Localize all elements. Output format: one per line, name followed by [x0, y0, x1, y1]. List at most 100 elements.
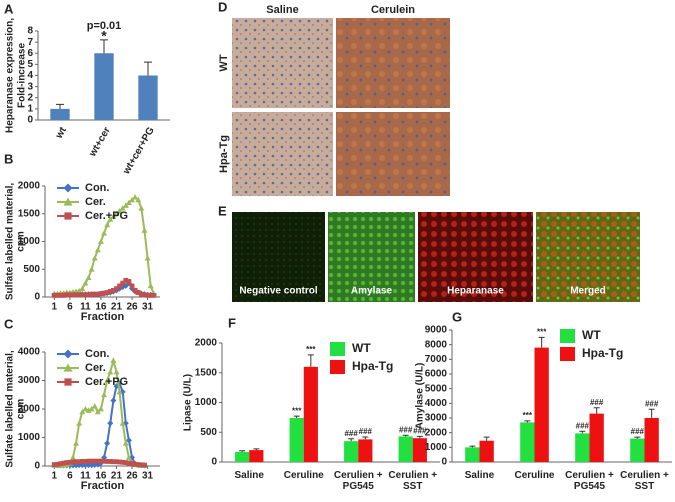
bar — [289, 417, 304, 462]
y-axis-title: Heparanase expression, — [5, 18, 16, 133]
legend-label: Hpa-Tg — [352, 359, 393, 373]
legend-label: Cer.+PG — [85, 210, 128, 222]
marker — [79, 285, 86, 292]
bar — [520, 422, 535, 462]
annotation: ### — [645, 399, 659, 408]
y-axis-title: cpm — [16, 231, 27, 252]
row-label: Hpa-Tg — [218, 135, 230, 173]
x-tick-label: Saline — [234, 470, 264, 481]
x-tick-label: 1 — [52, 302, 58, 313]
error-bar — [100, 39, 108, 54]
marker — [138, 205, 145, 211]
x-tick-label: 11 — [80, 471, 91, 482]
marker — [129, 196, 136, 203]
y-tick-label: 1000 — [195, 397, 218, 408]
error-bar — [253, 448, 260, 451]
micrograph — [418, 212, 533, 302]
image-label: Merged — [570, 286, 606, 297]
y-tick-label: 5000 — [425, 383, 448, 394]
legend-marker — [63, 183, 73, 193]
error-bar — [634, 436, 641, 439]
y-axis-title: cpm — [16, 399, 27, 420]
x-tick-label: 6 — [67, 471, 73, 482]
x-axis-title: Fraction — [81, 480, 125, 492]
y-tick-label: 3 — [27, 81, 33, 92]
x-tick-label: 26 — [126, 302, 138, 313]
error-bar — [362, 436, 369, 440]
marker — [119, 205, 126, 211]
bar — [465, 447, 480, 462]
x-tick-label: 21 — [111, 471, 123, 482]
image-label: Negative control — [239, 286, 318, 297]
y-tick-label: 4000 — [425, 398, 448, 409]
bar — [303, 366, 318, 462]
significance: * — [101, 28, 107, 44]
x-tick-label: 31 — [142, 302, 154, 313]
marker — [97, 238, 104, 244]
error-bar — [483, 436, 490, 441]
panel-label: F — [228, 315, 236, 330]
legend-marker — [63, 197, 73, 206]
x-tick-label: wt — [53, 125, 69, 142]
marker — [126, 279, 132, 284]
legend-label: Cer. — [85, 196, 106, 208]
y-tick-label: 4000 — [18, 347, 41, 358]
y-tick-label: 0 — [34, 292, 40, 303]
micrograph — [232, 212, 325, 302]
annotation: *** — [523, 411, 533, 420]
x-tick-label: wt+cer — [87, 125, 113, 159]
marker — [97, 406, 104, 412]
marker — [107, 420, 114, 427]
x-tick-label: Saline — [464, 470, 495, 481]
micrograph — [536, 212, 640, 302]
annotation: ### — [359, 427, 373, 436]
annotation: ### — [413, 427, 427, 436]
y-tick-label: 2000 — [195, 338, 218, 349]
annotation: ### — [576, 421, 590, 430]
y-axis-title: Sulfate labelled material, — [5, 183, 16, 300]
panel-label: D — [218, 0, 227, 14]
y-tick-label: 2000 — [18, 404, 41, 415]
error-bar — [538, 336, 545, 348]
y-tick-label: 0 — [27, 115, 33, 126]
y-axis-title: Fold-increase — [17, 43, 28, 108]
error-bar — [469, 445, 476, 448]
marker — [113, 368, 120, 375]
annotation: *** — [306, 345, 316, 354]
marker — [85, 274, 92, 280]
marker — [110, 357, 117, 363]
y-axis-title: Lipase (U/L) — [183, 374, 194, 431]
x-tick-label: Cerulien + PG545 — [333, 470, 383, 492]
annotation: ### — [590, 398, 604, 407]
legend-label: Cer. — [85, 362, 106, 374]
x-tick-label: 31 — [142, 471, 154, 482]
error-bar — [348, 438, 355, 442]
x-tick-label: 6 — [67, 302, 73, 313]
y-tick-label: 4 — [27, 70, 33, 81]
marker — [73, 440, 80, 446]
annotation: ### — [399, 425, 413, 434]
error-bar — [648, 408, 655, 418]
marker — [91, 255, 98, 261]
bar — [138, 75, 158, 120]
legend-label: WT — [582, 328, 601, 342]
marker — [129, 283, 135, 289]
x-tick-label: 11 — [80, 302, 91, 313]
column-label: Cerulein — [371, 4, 415, 16]
marker — [79, 408, 86, 415]
y-axis-title: Amylase (U/L) — [415, 363, 426, 430]
y-tick-label: 500 — [23, 264, 40, 275]
legend-swatch — [560, 329, 575, 343]
marker — [88, 406, 95, 412]
bar — [94, 53, 114, 120]
error-bar — [307, 354, 314, 367]
y-tick-label: 6000 — [425, 369, 448, 380]
legend-label: WT — [352, 341, 371, 355]
marker — [144, 255, 151, 261]
x-tick-label: 16 — [95, 302, 107, 313]
panel-label: G — [452, 309, 462, 324]
error-bar — [579, 430, 586, 434]
error-bar — [239, 450, 246, 452]
